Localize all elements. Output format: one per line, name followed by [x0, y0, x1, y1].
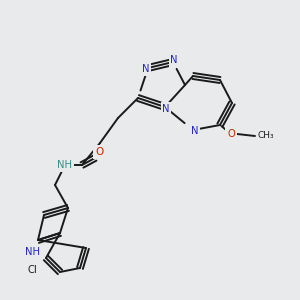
Text: NH: NH	[25, 247, 40, 257]
Text: N: N	[191, 126, 199, 136]
Text: N: N	[162, 104, 170, 114]
Text: NH: NH	[58, 160, 73, 170]
Text: O: O	[95, 147, 103, 157]
Text: Cl: Cl	[27, 265, 37, 275]
Text: CH₃: CH₃	[258, 130, 274, 140]
Text: N: N	[142, 64, 150, 74]
Text: O: O	[227, 129, 235, 139]
Text: N: N	[170, 55, 178, 65]
